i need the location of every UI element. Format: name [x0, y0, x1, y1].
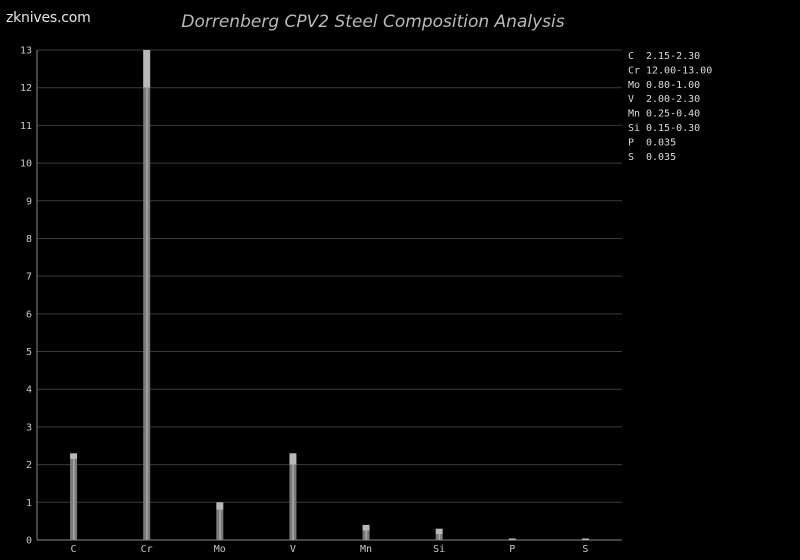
legend-value: 0.25-0.40 [646, 109, 700, 120]
y-tick-label: 10 [20, 159, 32, 170]
legend-element: Mo [628, 80, 640, 91]
y-tick-label: 13 [20, 46, 32, 57]
y-tick-label: 4 [26, 385, 32, 396]
legend-value: 0.80-1.00 [646, 80, 700, 91]
bar-layer [70, 50, 589, 540]
chart-title: Dorrenberg CPV2 Steel Composition Analys… [181, 12, 565, 32]
bar-c-range [70, 453, 78, 459]
bar-mo-highlight [219, 509, 221, 540]
y-tick-label: 0 [26, 536, 32, 547]
x-tick-label-p: P [509, 544, 515, 555]
bar-v-highlight [292, 464, 294, 540]
legend-value: 0.035 [646, 152, 676, 163]
x-tick-label-si: Si [433, 544, 445, 555]
y-tick-label: 8 [26, 234, 32, 245]
legend-value: 0.035 [646, 137, 676, 148]
legend-element: P [628, 137, 634, 148]
bar-cr-range [143, 50, 151, 88]
bar-p-range [508, 538, 516, 540]
y-tick-label: 1 [26, 498, 32, 509]
legend-element: Mn [628, 109, 640, 120]
x-tick-label-s: S [582, 544, 588, 555]
site-watermark: zknives.com [6, 10, 91, 26]
y-tick-label: 7 [26, 272, 32, 283]
x-tick-label-mo: Mo [214, 544, 226, 555]
legend-value: 12.00-13.00 [646, 65, 712, 76]
grid-layer [37, 49, 622, 503]
y-tick-label: 9 [26, 196, 32, 207]
x-tick-label-v: V [290, 544, 296, 555]
legend-element: C [628, 51, 634, 62]
bar-c-highlight [73, 458, 75, 540]
x-tick-label-cr: Cr [141, 544, 153, 555]
y-tick-label: 12 [20, 83, 32, 94]
bar-si-range [435, 528, 443, 535]
legend-value: 0.15-0.30 [646, 123, 700, 134]
legend-value: 2.00-2.30 [646, 94, 700, 105]
bar-v-range [289, 453, 297, 465]
legend-element: Cr [628, 65, 640, 76]
legend-element: S [628, 152, 634, 163]
bar-mn-highlight [365, 530, 368, 540]
bar-mo-range [216, 502, 224, 510]
y-tick-label: 2 [26, 460, 32, 471]
bar-mn-range [362, 524, 370, 531]
y-tick-label: 11 [20, 121, 32, 132]
bar-s-range [581, 538, 589, 540]
x-tick-label-mn: Mn [360, 544, 372, 555]
legend-value: 2.15-2.30 [646, 51, 700, 62]
y-tick-label: 5 [26, 347, 32, 358]
x-tick-label-c: C [71, 544, 77, 555]
y-tick-label: 3 [26, 422, 32, 433]
legend-element: Si [628, 123, 640, 134]
bar-si-highlight [438, 534, 441, 540]
bar-cr-highlight [146, 87, 148, 540]
legend: C 2.15-2.30 Cr 12.00-13.00 Mo 0.80-1.00 V 2.00-… [628, 51, 712, 163]
y-tick-label: 6 [26, 309, 32, 320]
legend-element: V [628, 94, 634, 105]
